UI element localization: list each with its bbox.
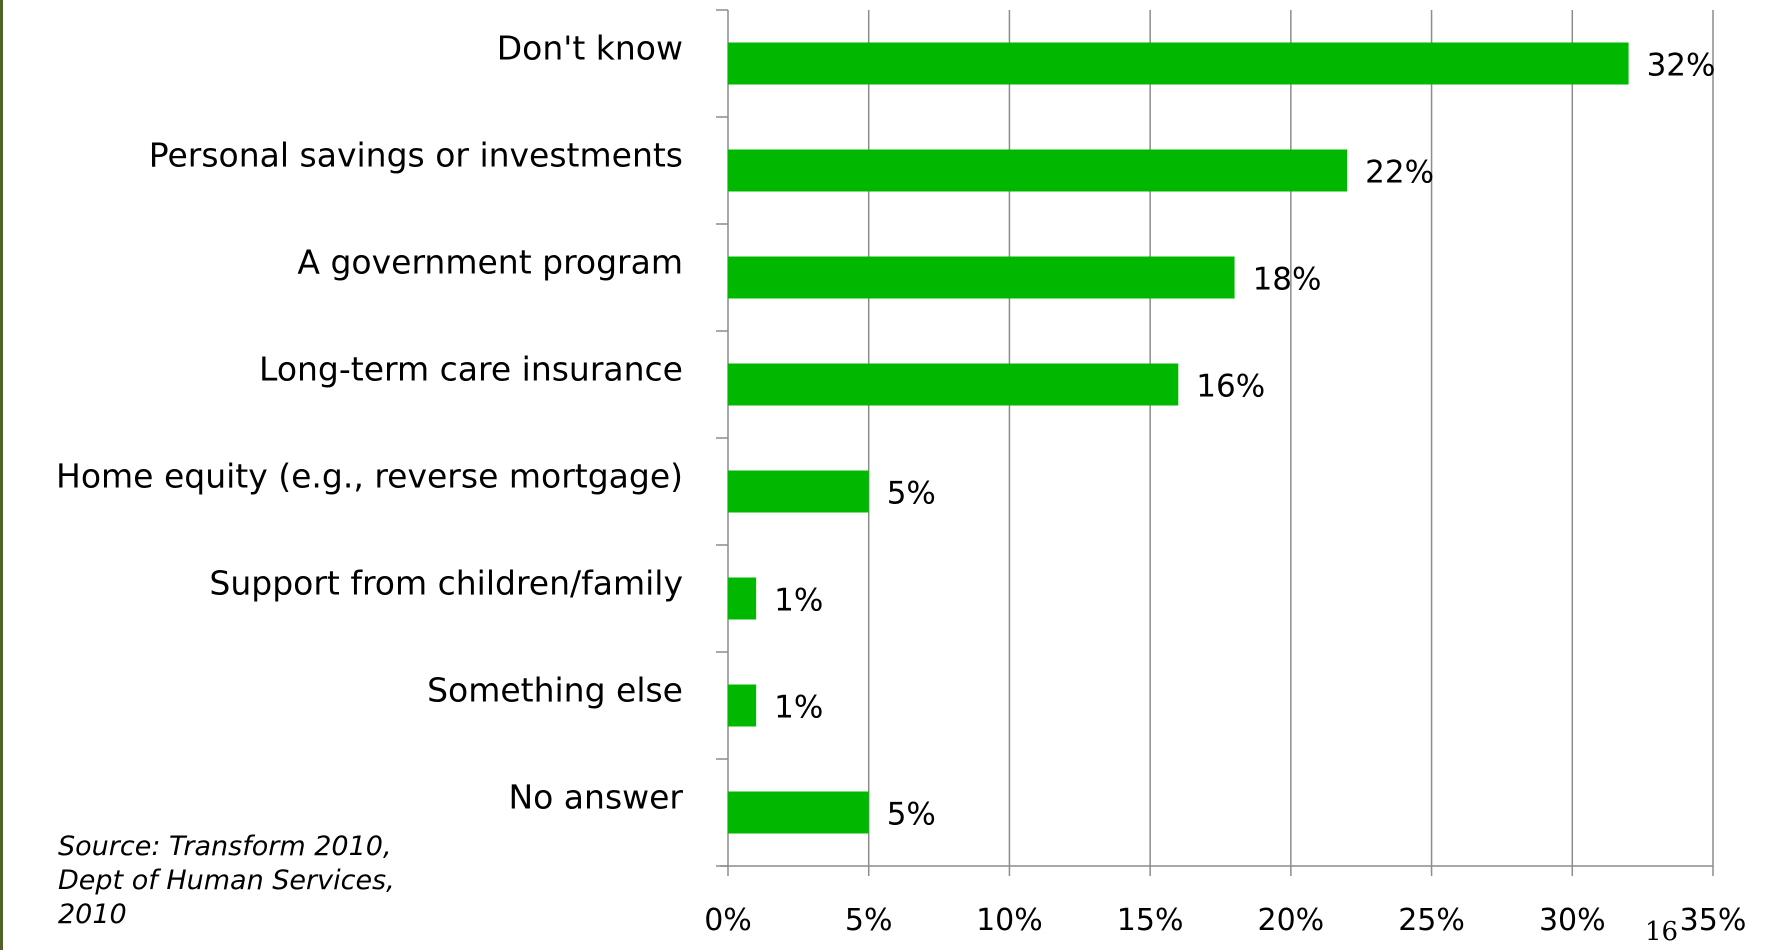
x-tick-label-5: 5% (845, 903, 893, 938)
category-label-6: Something else (427, 671, 683, 710)
category-label-3: Long-term care insurance (259, 350, 683, 389)
data-label-2: 18% (1253, 262, 1322, 298)
slide-frame-left-border (0, 0, 3, 950)
bar-6 (728, 684, 757, 727)
bar-7 (728, 791, 869, 834)
category-label-0: Don't know (497, 29, 683, 68)
x-tick-labels: 0% 5% 10% 15% 20% 25% 30% 35% (704, 903, 1746, 938)
data-label-1: 22% (1365, 155, 1434, 191)
category-label-2: A government program (297, 243, 683, 282)
data-label-4: 5% (887, 476, 936, 512)
bar-1 (728, 149, 1348, 192)
source-note-line-3: 2010 (58, 899, 127, 930)
source-note-line-2: Dept of Human Services, (58, 865, 395, 896)
source-note-line-1: Source: Transform 2010, (58, 831, 392, 862)
data-label-7: 5% (887, 797, 936, 833)
data-label-5: 1% (774, 583, 823, 619)
bar-4 (728, 470, 869, 513)
x-tick-label-0: 0% (704, 903, 752, 938)
bar-5 (728, 577, 757, 620)
data-labels: 32% 22% 18% 16% 5% 1% 1% 5% (774, 48, 1715, 833)
x-tick-label-25: 25% (1398, 903, 1465, 938)
data-label-6: 1% (774, 690, 823, 726)
category-label-4: Home equity (e.g., reverse mortgage) (56, 457, 683, 496)
axes (716, 9, 1714, 876)
bars (728, 42, 1629, 834)
category-label-5: Support from children/family (209, 564, 683, 603)
category-label-1: Personal savings or investments (149, 136, 683, 175)
x-tick-label-15: 15% (1117, 903, 1184, 938)
page-number: 16 (1645, 917, 1679, 947)
category-label-7: No answer (508, 778, 683, 817)
bar-2 (728, 256, 1235, 299)
x-tick-label-35: 35% (1680, 903, 1747, 938)
bar-3 (728, 363, 1179, 406)
data-label-0: 32% (1647, 48, 1716, 84)
x-tick-label-20: 20% (1258, 903, 1325, 938)
bar-0 (728, 42, 1629, 85)
x-tick-label-10: 10% (976, 903, 1043, 938)
gridlines (867, 10, 1714, 866)
data-label-3: 16% (1196, 369, 1265, 405)
category-labels: Don't know Personal savings or investment… (56, 29, 683, 817)
x-tick-label-30: 30% (1539, 903, 1606, 938)
source-note: Source: Transform 2010, Dept of Human Se… (58, 830, 478, 932)
